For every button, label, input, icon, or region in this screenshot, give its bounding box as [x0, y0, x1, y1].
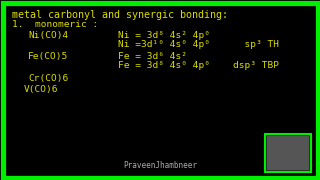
Text: Ni =3d¹⁰ 4s⁰ 4p⁰      sp³ TH: Ni =3d¹⁰ 4s⁰ 4p⁰ sp³ TH [118, 40, 279, 49]
Text: metal carbonyl and synergic bonding:: metal carbonyl and synergic bonding: [12, 10, 228, 20]
Text: Ni(CO)4: Ni(CO)4 [28, 31, 68, 40]
Text: Fe = 3d⁶ 4s²: Fe = 3d⁶ 4s² [118, 52, 187, 61]
Text: PraveenJhambneer: PraveenJhambneer [123, 161, 197, 170]
Bar [267, 136, 309, 170]
Text: Fe(CO)5: Fe(CO)5 [28, 52, 68, 61]
Text: V(CO)6: V(CO)6 [24, 85, 59, 94]
Text: Cr(CO)6: Cr(CO)6 [28, 74, 68, 83]
Text: 1.  monomeric :: 1. monomeric : [12, 20, 98, 29]
Bar [265, 134, 311, 172]
Text: Ni = 3d⁸ 4s² 4p⁰: Ni = 3d⁸ 4s² 4p⁰ [118, 31, 210, 40]
Text: Fe = 3d⁸ 4s⁰ 4p⁰    dsp³ TBP: Fe = 3d⁸ 4s⁰ 4p⁰ dsp³ TBP [118, 61, 279, 70]
